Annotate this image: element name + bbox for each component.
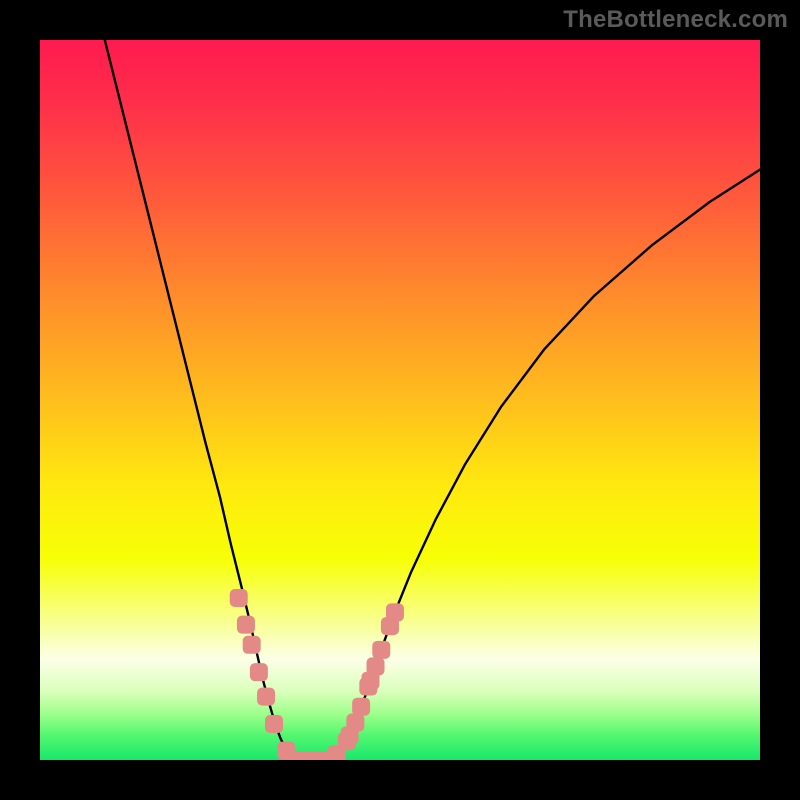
data-point [250, 663, 268, 681]
data-point [386, 603, 404, 621]
plot-area [40, 40, 760, 760]
data-point [346, 714, 364, 732]
data-point [372, 641, 390, 659]
curve-path [105, 40, 760, 760]
data-point [265, 715, 283, 733]
watermark-text: TheBottleneck.com [563, 6, 788, 34]
data-point-markers [230, 589, 404, 760]
chart-container: TheBottleneck.com [0, 0, 800, 800]
data-point [352, 698, 370, 716]
data-point [237, 616, 255, 634]
data-point [230, 589, 248, 607]
bottleneck-curve [105, 40, 760, 760]
curve-layer [40, 40, 760, 760]
data-point [367, 657, 385, 675]
data-point [243, 636, 261, 654]
data-point [257, 688, 275, 706]
